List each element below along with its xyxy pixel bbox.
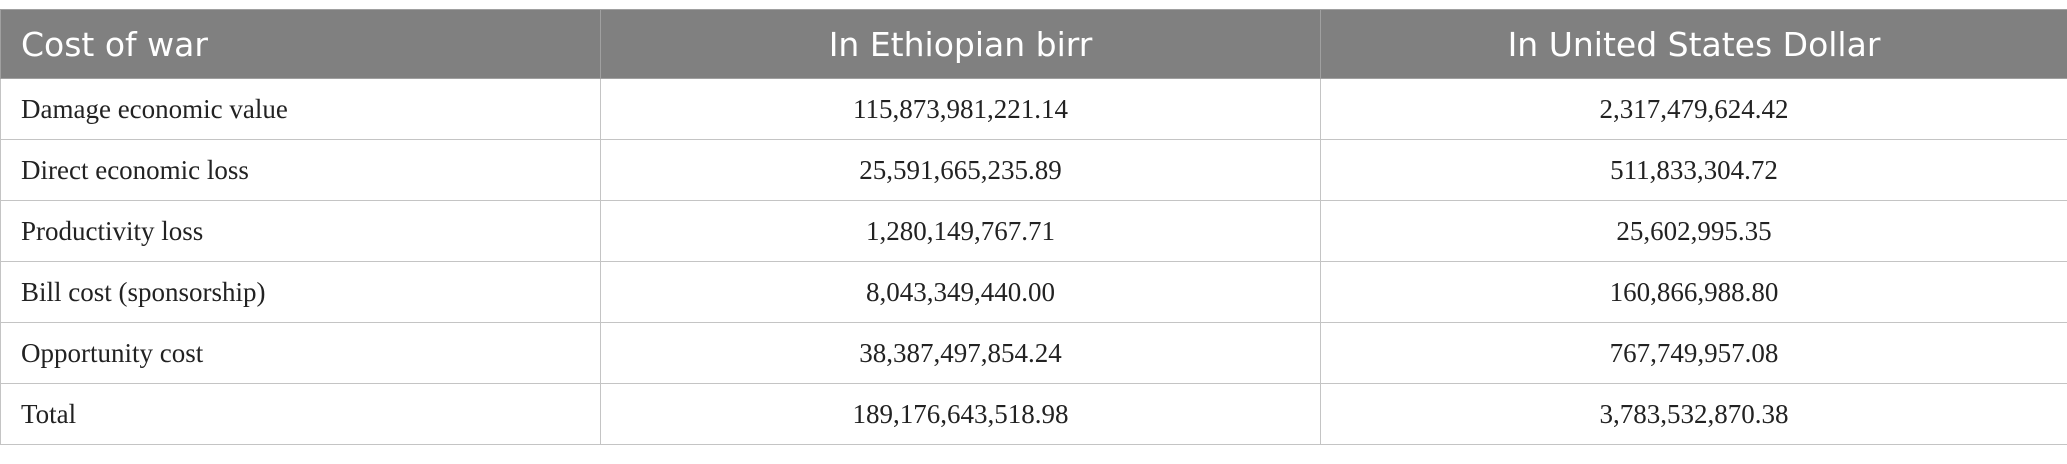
row-label: Total (0, 383, 601, 445)
header-cell: In United States Dollar (1320, 9, 2067, 79)
value-cell: 25,591,665,235.89 (600, 139, 1321, 201)
value-cell: 8,043,349,440.00 (600, 261, 1321, 323)
table-row: Opportunity cost 38,387,497,854.24 767,749… (0, 322, 2067, 384)
value-cell: 1,280,149,767.71 (600, 200, 1321, 262)
header-cell: Cost of war (0, 9, 601, 79)
row-label: Bill cost (sponsorship) (0, 261, 601, 323)
row-label: Productivity loss (0, 200, 601, 262)
value-cell: 767,749,957.08 (1320, 322, 2067, 384)
table-row: Total 189,176,643,518.98 3,783,532,870.38 (0, 383, 2067, 445)
value-cell: 189,176,643,518.98 (600, 383, 1321, 445)
value-cell: 511,833,304.72 (1320, 139, 2067, 201)
row-label: Direct economic loss (0, 139, 601, 201)
value-cell: 38,387,497,854.24 (600, 322, 1321, 384)
row-label: Damage economic value (0, 78, 601, 140)
table-wrap: Cost of war In Ethiopian birr In United St… (0, 9, 2067, 445)
value-cell: 25,602,995.35 (1320, 200, 2067, 262)
cost-table: Cost of war In Ethiopian birr In United St… (0, 9, 2067, 445)
table-row: Productivity loss 1,280,149,767.71 25,602,… (0, 200, 2067, 262)
value-cell: 160,866,988.80 (1320, 261, 2067, 323)
table-row: Damage economic value 115,873,981,221.14 2… (0, 78, 2067, 140)
value-cell: 2,317,479,624.42 (1320, 78, 2067, 140)
table-body: Damage economic value 115,873,981,221.14 2… (0, 78, 2067, 445)
row-label: Opportunity cost (0, 322, 601, 384)
value-cell: 3,783,532,870.38 (1320, 383, 2067, 445)
header-cell: In Ethiopian birr (600, 9, 1321, 79)
table-row: Bill cost (sponsorship) 8,043,349,440.00 1… (0, 261, 2067, 323)
table-row: Direct economic loss 25,591,665,235.89 511… (0, 139, 2067, 201)
header-row: Cost of war In Ethiopian birr In United St… (0, 9, 2067, 79)
value-cell: 115,873,981,221.14 (600, 78, 1321, 140)
